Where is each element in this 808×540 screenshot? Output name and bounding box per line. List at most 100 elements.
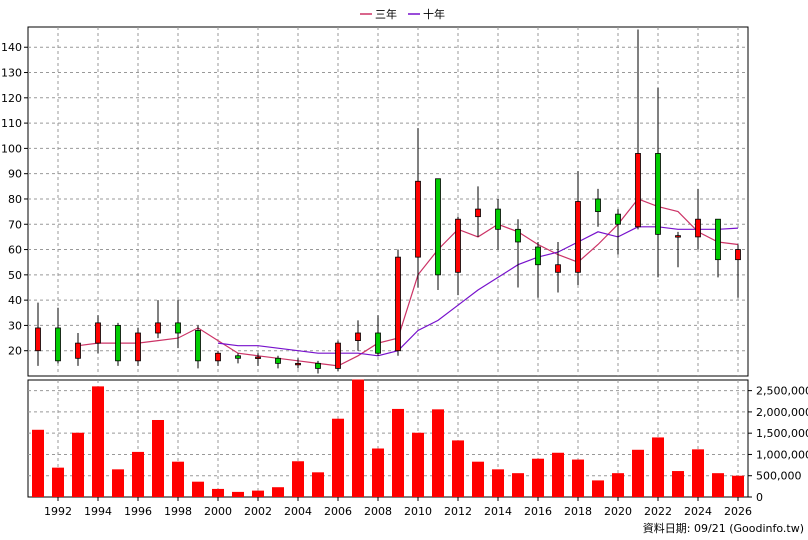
x-tick-label: 2010 [404, 505, 432, 518]
legend-label-three-year: 三年 [375, 7, 397, 21]
price-tick-label: 70 [8, 218, 22, 231]
candle [535, 241, 541, 298]
volume-bar [132, 451, 144, 497]
volume-bar [32, 429, 44, 497]
volume-bar [352, 379, 364, 497]
candle [295, 358, 301, 369]
candle-body [295, 362, 301, 366]
candle [635, 29, 641, 230]
x-axis: 1992 1994 1996 1998 2000 2002 2004 2006 2008 2010… [44, 497, 752, 518]
candle [115, 322, 121, 366]
volume-bar [232, 491, 244, 497]
data-date-footer: 資料日期: 09/21 (Goodinfo.tw) [643, 521, 804, 535]
candle [155, 300, 161, 339]
candle-body [375, 332, 381, 354]
legend-label-ten-year: 十年 [423, 7, 445, 21]
candle-body [315, 362, 321, 369]
volume-bar [592, 480, 604, 497]
volume-bar [712, 473, 724, 497]
candle-body [615, 213, 621, 225]
volume-bar [732, 475, 744, 497]
candle [335, 340, 341, 371]
candle [655, 87, 661, 278]
candle-body [235, 355, 241, 359]
volume-bar [392, 408, 404, 497]
ma-line-three-year [77, 198, 739, 367]
price-tick-label: 30 [8, 319, 22, 332]
volume-bar [692, 449, 704, 497]
volume-bar [272, 487, 284, 497]
candle-body [695, 218, 701, 238]
candle-body [595, 198, 601, 213]
volume-bar [652, 437, 664, 497]
volume-bar [672, 471, 684, 497]
volume-bar [172, 461, 184, 497]
volume-panel: 0 500,000 1,000,000 1,500,000 2,000,000 2,500… [27, 379, 808, 504]
volume-tick-label: 2,000,000 [756, 406, 808, 419]
x-tick-label: 2022 [644, 505, 672, 518]
candle [175, 300, 181, 349]
candle [455, 216, 461, 296]
volume-bar [372, 448, 384, 497]
volume-bar [292, 461, 304, 497]
x-tick-label: 2018 [564, 505, 592, 518]
candle-body [495, 208, 501, 230]
candle [435, 178, 441, 291]
volume-bar [312, 472, 324, 497]
volume-bar [452, 440, 464, 497]
volume-bar [552, 452, 564, 497]
volume-bar [412, 432, 424, 497]
candle [75, 333, 81, 366]
volume-bar [52, 467, 64, 497]
candle-body [155, 322, 161, 334]
candle-body [735, 249, 741, 261]
price-plot-frame [27, 26, 749, 377]
candle [495, 198, 501, 250]
x-tick-label: 2012 [444, 505, 472, 518]
legend: 三年 十年 [360, 7, 445, 21]
x-tick-label: 1992 [44, 505, 72, 518]
candle [95, 315, 101, 354]
candle-body [75, 342, 81, 359]
price-tick-label: 100 [1, 142, 22, 155]
volume-tick-label: 0 [756, 491, 763, 504]
candle-body [415, 180, 421, 258]
price-tick-label: 60 [8, 244, 22, 257]
candle-body [715, 218, 721, 261]
candle [375, 315, 381, 356]
candle [475, 186, 481, 237]
candle-body [395, 256, 401, 352]
candle-body [675, 235, 681, 238]
candle-body [655, 153, 661, 235]
x-tick-label: 2000 [204, 505, 232, 518]
candle-body [275, 357, 281, 364]
volume-tick-label: 500,000 [756, 470, 802, 483]
ma-line-ten-year [217, 226, 739, 357]
candle [35, 302, 41, 366]
candle [735, 244, 741, 298]
candle [235, 353, 241, 364]
x-tick-label: 1994 [84, 505, 112, 518]
candle-body [355, 332, 361, 341]
x-tick-label: 2020 [604, 505, 632, 518]
volume-bar [472, 461, 484, 497]
candle [415, 128, 421, 288]
x-tick-label: 2026 [724, 505, 752, 518]
price-tick-label: 110 [1, 117, 22, 130]
candle-body [95, 322, 101, 344]
price-tick-label: 40 [8, 294, 22, 307]
x-tick-label: 2004 [284, 505, 312, 518]
candle [355, 320, 361, 351]
candle [615, 209, 621, 255]
candle [55, 307, 61, 364]
candle-body [175, 322, 181, 334]
candle [195, 325, 201, 369]
volume-bar [432, 409, 444, 497]
candle [695, 188, 701, 250]
volume-bar [72, 432, 84, 497]
x-tick-label: 2006 [324, 505, 352, 518]
volume-plot-frame [27, 379, 749, 498]
candle [715, 218, 721, 278]
candle-body [215, 352, 221, 362]
volume-bar [632, 449, 644, 497]
